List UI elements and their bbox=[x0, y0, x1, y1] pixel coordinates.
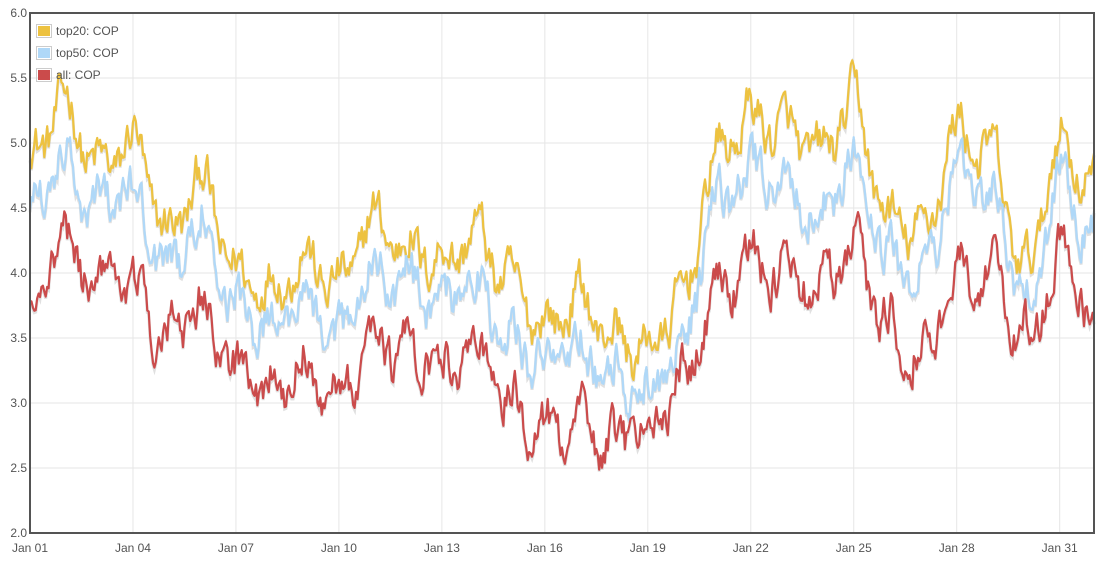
x-tick-label: Jan 31 bbox=[1042, 541, 1078, 555]
x-tick-label: Jan 16 bbox=[527, 541, 563, 555]
x-tick-label: Jan 25 bbox=[836, 541, 872, 555]
x-axis-ticks: Jan 01 Jan 04 Jan 07 Jan 10 Jan 13 Jan 16 Jan … bbox=[12, 541, 1078, 555]
x-tick-label: Jan 28 bbox=[939, 541, 975, 555]
y-tick-label: 4.0 bbox=[10, 266, 27, 280]
x-tick-label: Jan 19 bbox=[630, 541, 666, 555]
series-lines bbox=[28, 57, 1096, 472]
plot-frame bbox=[29, 12, 1095, 534]
legend-label: all: COP bbox=[56, 68, 101, 82]
y-tick-label: 5.5 bbox=[10, 71, 27, 85]
legend-swatch bbox=[36, 46, 52, 60]
legend: top20: COP top50: COP all: COP bbox=[36, 20, 119, 86]
y-tick-label: 2.5 bbox=[10, 461, 27, 475]
y-tick-label: 3.0 bbox=[10, 396, 27, 410]
series-line-top50-cop bbox=[28, 131, 1096, 422]
legend-swatch bbox=[36, 24, 52, 38]
series-shadows bbox=[28, 57, 1096, 472]
legend-item: all: COP bbox=[36, 64, 119, 86]
legend-label: top20: COP bbox=[56, 24, 119, 38]
series-line-all-cop bbox=[29, 210, 1096, 471]
y-tick-label: 4.5 bbox=[10, 201, 27, 215]
x-tick-label: Jan 13 bbox=[424, 541, 460, 555]
legend-item: top50: COP bbox=[36, 42, 119, 64]
x-tick-label: Jan 22 bbox=[733, 541, 769, 555]
legend-label: top50: COP bbox=[56, 46, 119, 60]
x-tick-label: Jan 04 bbox=[115, 541, 151, 555]
x-tick-label: Jan 10 bbox=[321, 541, 357, 555]
series-shadow bbox=[28, 129, 1096, 423]
y-axis-ticks: 2.0 2.5 3.0 3.5 4.0 4.5 5.0 5.5 6.0 bbox=[10, 6, 27, 540]
x-tick-label: Jan 01 bbox=[12, 541, 48, 555]
y-tick-label: 5.0 bbox=[10, 136, 27, 150]
y-tick-label: 6.0 bbox=[10, 6, 27, 20]
y-tick-label: 3.5 bbox=[10, 331, 27, 345]
series-line-top20-cop bbox=[28, 59, 1096, 381]
x-tick-label: Jan 07 bbox=[218, 541, 254, 555]
y-tick-label: 2.0 bbox=[10, 526, 27, 540]
legend-item: top20: COP bbox=[36, 20, 119, 42]
legend-swatch bbox=[36, 68, 52, 82]
